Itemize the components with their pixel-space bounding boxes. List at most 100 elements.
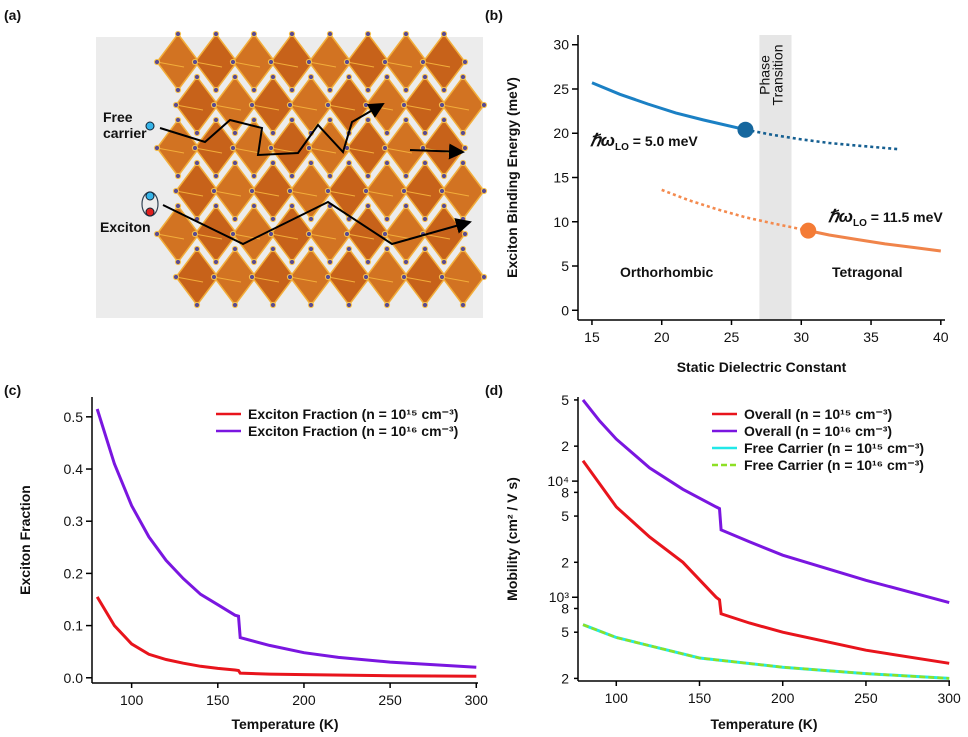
octahedron-edge [270, 61, 299, 68]
series-line [581, 398, 950, 605]
y-tick-label: 0.2 [64, 565, 84, 581]
atom [459, 301, 467, 309]
atom [461, 144, 469, 152]
atom [193, 129, 201, 137]
octahedron-edge [156, 147, 185, 154]
marker [800, 222, 817, 239]
y-tick-label: 15 [553, 170, 569, 186]
atom [288, 202, 296, 210]
octahedron-edge [232, 147, 261, 154]
y-tick-label: 2 [561, 438, 569, 454]
octahedron-edge [270, 233, 299, 240]
atom [402, 86, 410, 94]
atom [172, 101, 180, 109]
atom [326, 30, 334, 38]
atom [402, 30, 410, 38]
atom [400, 101, 408, 109]
atom [400, 273, 408, 281]
y-tick-label: 5 [561, 258, 569, 274]
octahedron-edge [403, 190, 432, 197]
atom [459, 73, 467, 81]
free-carrier-arrow [409, 143, 465, 160]
octahedron-edge [251, 104, 280, 111]
atom [459, 245, 467, 253]
y-tick-label: 8 [561, 484, 569, 500]
octahedron-edge [213, 276, 242, 283]
octahedron-edge [365, 276, 394, 283]
atom [421, 129, 429, 137]
octahedron-edge [384, 147, 413, 154]
atom [326, 258, 334, 266]
series-line [582, 623, 950, 680]
annotation-text: = 5.0 meV [629, 133, 699, 149]
x-tick-label: 150 [688, 690, 712, 706]
atom [307, 159, 315, 167]
y-tick-label: 0.4 [64, 461, 84, 477]
atom [364, 116, 372, 124]
octahedron-edge [232, 61, 261, 68]
atom [383, 159, 391, 167]
atom [231, 159, 239, 167]
atom [248, 273, 256, 281]
atom [440, 258, 448, 266]
atom [250, 86, 258, 94]
x-tick-label: 100 [605, 690, 629, 706]
atom [324, 101, 332, 109]
atom [229, 58, 237, 66]
atom [174, 116, 182, 124]
atom [402, 202, 410, 210]
x-tick-label: 150 [206, 692, 230, 708]
x-tick-label: 200 [771, 690, 795, 706]
panel-label: (a) [4, 7, 21, 23]
octahedron-edge [175, 190, 204, 197]
atom [307, 73, 315, 81]
atom [269, 73, 277, 81]
atom [174, 258, 182, 266]
y-axis-label: Exciton Fraction [17, 485, 33, 595]
x-tick-label: 40 [933, 329, 949, 345]
octahedron-edge [403, 276, 432, 283]
octahedron-edge [194, 147, 223, 154]
free-carrier-path [159, 102, 385, 157]
octahedron-edge [289, 190, 318, 197]
octahedron-edge [308, 147, 337, 154]
atom [440, 30, 448, 38]
series-line [95, 596, 477, 678]
atom [419, 58, 427, 66]
atom [461, 58, 469, 66]
atom [250, 116, 258, 124]
legend-label: Exciton Fraction (n = 10¹⁵ cm⁻³) [248, 406, 458, 422]
atom [269, 301, 277, 309]
atom [343, 58, 351, 66]
atom [440, 202, 448, 210]
marker [737, 121, 754, 138]
y-tick-label: 0 [561, 302, 569, 318]
atom [400, 187, 408, 195]
y-tick-label: 20 [553, 125, 569, 141]
atom [172, 273, 180, 281]
series-line [807, 229, 941, 253]
atom [326, 172, 334, 180]
atom [383, 129, 391, 137]
y-tick-label: 25 [553, 81, 569, 97]
atom [461, 230, 469, 238]
atom [438, 101, 446, 109]
y-tick-label: 2 [561, 670, 569, 686]
atom [174, 30, 182, 38]
octahedron-edge [194, 233, 223, 240]
atom [231, 129, 239, 137]
x-tick-label: 15 [584, 329, 600, 345]
atom [383, 301, 391, 309]
electron [145, 191, 155, 201]
octahedron-edge [346, 233, 375, 240]
atom [267, 144, 275, 152]
illustration [96, 30, 488, 318]
exciton-label: Exciton [100, 219, 151, 235]
atom [364, 202, 372, 210]
atom [440, 172, 448, 180]
atom [345, 159, 353, 167]
atom [383, 215, 391, 223]
atom [421, 301, 429, 309]
octahedron-edge [422, 61, 451, 68]
